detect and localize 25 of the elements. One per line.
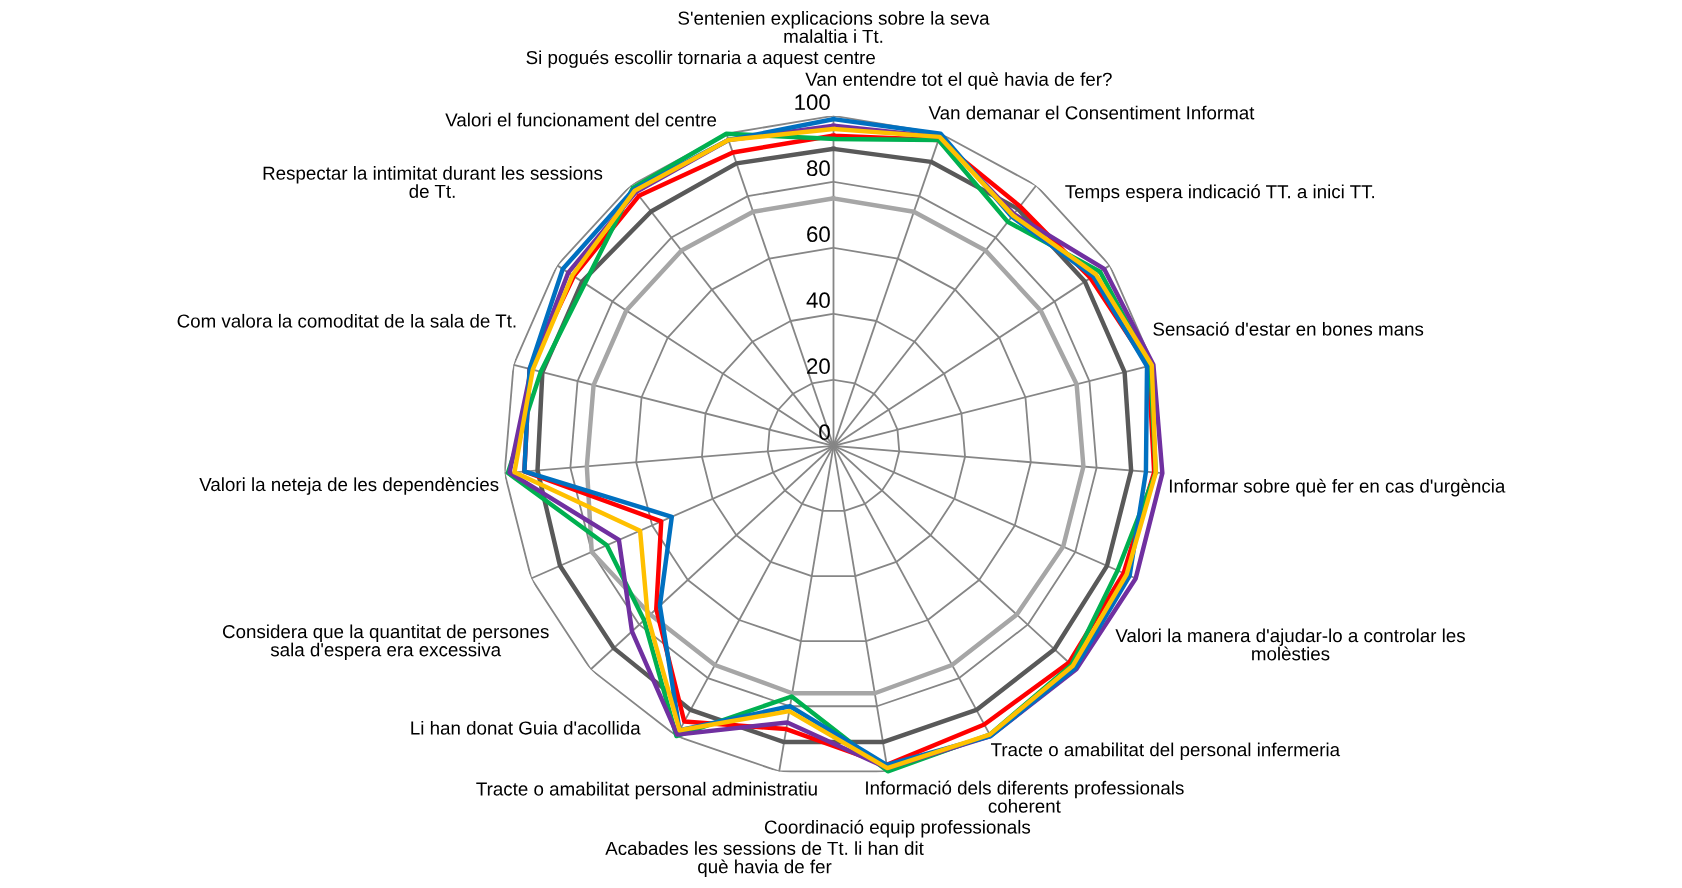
spoke-label: Valori la neteja de les dependències xyxy=(199,477,499,495)
spoke-label: Coordinació equip professionals xyxy=(764,819,1031,838)
spoke-label: Com valora la comoditat de la sala de Tt. xyxy=(177,313,516,328)
y-tick-label: 0 xyxy=(819,424,830,441)
spoke-label: Valori la manera d'ajudar-lo a controlar les molèsties xyxy=(1115,628,1465,661)
y-tick-label: 40 xyxy=(806,292,830,309)
y-tick-label: 100 xyxy=(795,94,830,111)
spoke-label: Van entendre tot el què havia de fer? xyxy=(805,71,1112,90)
spoke-label: Si pogués escollir tornaria a aquest centre xyxy=(526,50,875,68)
spoke-label: Acabades les sessions de Tt. li han dit què havia de fer xyxy=(605,841,924,878)
spoke-label: Considera que la quantitat de persones sala d'espera era excessiva xyxy=(222,624,549,661)
spoke-label: Temps espera indicació TT. a inici TT. xyxy=(1065,184,1375,203)
spoke-label: Li han donat Guia d'acollida xyxy=(411,720,641,735)
spoke-label: S'entenien explicacions sobre la seva malaltia i Tt. xyxy=(678,11,990,43)
spoke-label: Valori el funcionament del centre xyxy=(445,112,717,127)
spoke-label: Tracte o amabilitat del personal infermeria xyxy=(991,742,1341,761)
spoke-label: Respectar la intimitat durant les sessions de Tt. xyxy=(263,166,603,198)
y-tick-label: 80 xyxy=(806,160,830,177)
spoke-label: Informar sobre què fer en cas d'urgència xyxy=(1169,478,1506,497)
spoke-label: Sensació d'estar en bones mans xyxy=(1153,321,1424,336)
spoke-label: Informació dels diferents professionals coherent xyxy=(866,780,1184,813)
y-tick-label: 60 xyxy=(807,226,830,243)
y-tick-label: 20 xyxy=(807,358,830,375)
spoke-label: Tracte o amabilitat personal administratiu xyxy=(476,781,817,800)
spoke-label: Van demanar el Consentiment Informat xyxy=(928,105,1255,120)
